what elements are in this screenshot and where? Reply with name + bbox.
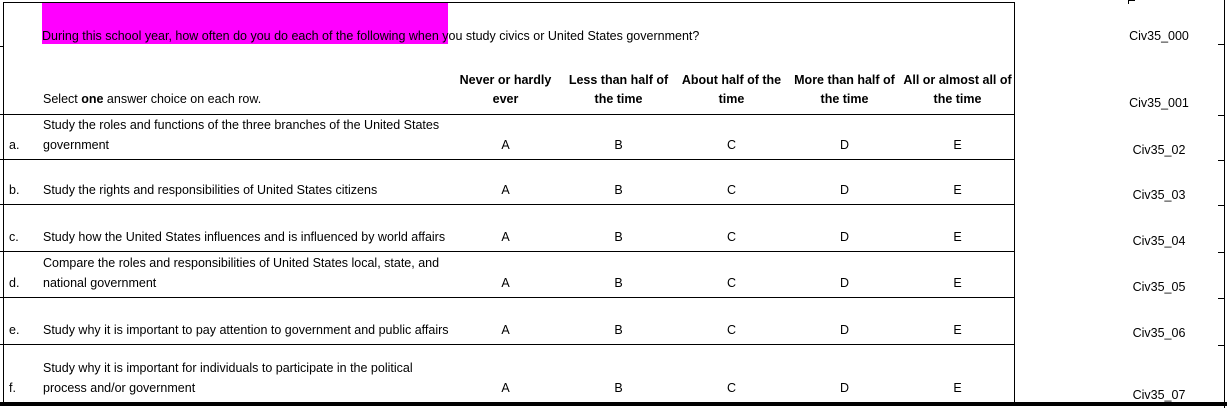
gridline-tick [1218,252,1224,253]
column-header-all-or-almost-all: All or almost all of the time [901,71,1014,109]
choice-cell-a: A [501,183,510,197]
table-row: d. Compare the roles and responsibilitie… [0,252,1015,298]
gridline-tick [1218,298,1224,299]
column-header-line1: Never or hardly [459,73,552,87]
choice-cell-d: D [839,138,850,152]
row-statement: Compare the roles and responsibilities o… [43,256,440,290]
choice-cell-b: B [614,381,623,395]
choice-cell-a: A [501,230,510,244]
column-header-line1: More than half of [794,73,895,87]
choice-cell-d: D [839,276,850,290]
choice-cell-a: A [501,276,510,290]
question-text-highlighted: During this school year, how often do yo… [42,29,406,43]
column-header-line1: All or almost all of [903,73,1012,87]
row-statement: Study how the United States influences a… [43,230,446,244]
instruction-bold-word: one [81,92,104,106]
table-row: a. Study the roles and functions of the … [0,115,1015,160]
table-row: b. Study the rights and responsibilities… [0,160,1015,205]
question-highlight [42,3,448,44]
row-letter: f. [9,381,16,395]
choice-cell-c: C [726,381,737,395]
row-statement: Study why it is important for individual… [43,361,413,395]
column-header-line2: the time [594,92,643,106]
column-header-line2: the time [933,92,982,106]
choice-cell-e: E [953,276,962,290]
sheet-right-border [1224,0,1225,408]
row-letter: a. [9,138,20,152]
choice-cell-d: D [839,183,850,197]
choice-cell-d: D [839,230,850,244]
choice-cell-d: D [839,323,850,337]
choice-cell-b: B [614,138,623,152]
row-statement: Study the roles and functions of the thr… [43,118,440,152]
column-header-line2: ever [492,92,519,106]
gridline-tick [1218,160,1224,161]
gridline-tick [1218,44,1224,45]
column-header-line2: time [718,92,745,106]
row-letter: e. [9,323,20,337]
choice-cell-e: E [953,230,962,244]
instruction-text: Select one answer choice on each row. [43,90,449,109]
choice-cell-a: A [501,381,510,395]
column-header-line1: About half of the [681,73,782,87]
question-text: During this school year, how often do yo… [42,28,1022,44]
row-code: Civ35_05 [1132,280,1186,294]
choice-cell-e: E [953,381,962,395]
choice-cell-b: B [614,323,623,337]
table-top-border [3,2,1015,3]
column-header-less-than-half: Less than half of the time [562,71,675,109]
choice-cell-c: C [726,276,737,290]
table-left-border [3,2,4,403]
column-header-more-than-half: More than half of the time [788,71,901,109]
question-text-rest: when you study civics or United States g… [405,29,700,43]
choice-cell-c: C [726,230,737,244]
table-row: c. Study how the United States influence… [0,205,1015,252]
choice-cell-b: B [614,230,623,244]
table-row: e. Study why it is important to pay atte… [0,298,1015,345]
choice-cell-e: E [953,323,962,337]
row-code: Civ35_04 [1132,234,1186,248]
column-header-line2: the time [820,92,869,106]
choice-cell-c: C [726,183,737,197]
table-bottom-border [0,402,1227,406]
choice-cell-e: E [953,138,962,152]
gridline-tick [0,46,3,47]
row-code: Civ35_03 [1132,188,1186,202]
instruction-prefix: Select [43,92,82,106]
column-header-about-half: About half of the time [675,71,788,109]
code-column-divider [1014,2,1015,402]
column-header-line1: Less than half of [568,73,669,87]
choice-cell-a: A [501,323,510,337]
choice-cell-c: C [726,138,737,152]
column-header-never: Never or hardly ever [449,71,562,109]
question-code: Civ35_000 [1129,29,1189,43]
header-code: Civ35_001 [1129,96,1189,110]
row-letter: b. [9,183,20,197]
choice-cell-a: A [501,138,510,152]
row-letter: c. [9,230,19,244]
row-letter: d. [9,276,20,290]
choice-cell-b: B [614,183,623,197]
row-statement: Study why it is important to pay attenti… [43,323,449,337]
row-statement: Study the rights and responsibilities of… [43,183,378,197]
answer-scale-header-row: Select one answer choice on each row. Ne… [0,62,1015,115]
row-code: Civ35_06 [1132,326,1186,340]
row-code: Civ35_02 [1132,143,1186,157]
choice-cell-d: D [839,381,850,395]
table-row: f. Study why it is important for individ… [0,345,1015,402]
choice-cell-c: C [726,323,737,337]
gridline-tick [1128,0,1135,4]
gridline-tick [1218,345,1224,346]
row-code: Civ35_07 [1132,388,1186,402]
gridline-tick [1218,205,1224,206]
gridline-tick [1218,115,1224,116]
choice-cell-b: B [614,276,623,290]
instruction-suffix: answer choice on each row. [103,92,262,106]
choice-cell-e: E [953,183,962,197]
